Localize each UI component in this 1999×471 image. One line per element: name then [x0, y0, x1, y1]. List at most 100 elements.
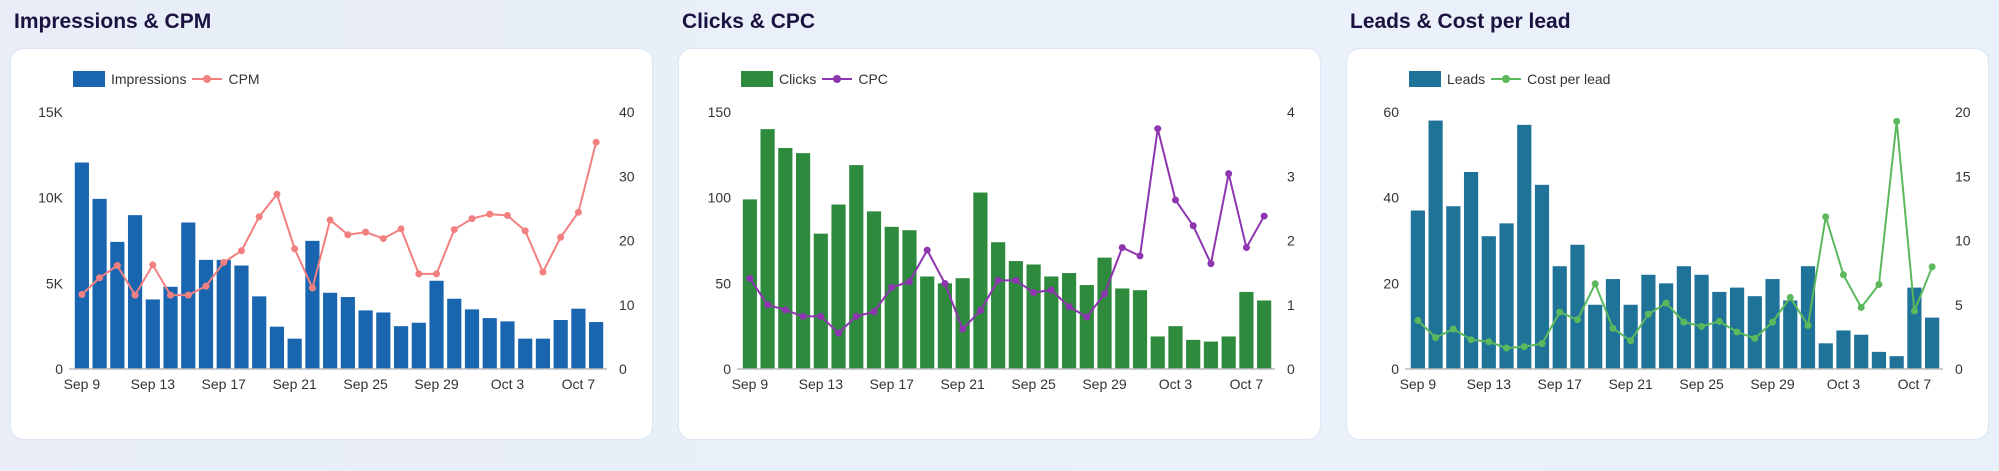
right-axis-tick-label: 4 [1287, 104, 1295, 120]
line-point [1432, 334, 1440, 342]
bar [110, 241, 125, 369]
right-axis-tick-label: 2 [1287, 233, 1295, 249]
right-axis-tick-label: 0 [1955, 361, 1963, 377]
x-axis-tick-label: Sep 29 [414, 376, 459, 392]
bar [1008, 261, 1023, 369]
bar [760, 129, 775, 369]
line-point [1171, 196, 1179, 204]
leads-cpl-panel: Leads & Cost per lead 0 20 40 60 0 5 10 15 20 Sep… [1346, 0, 1989, 471]
bar [1925, 317, 1940, 369]
bar [1659, 283, 1674, 369]
line-point [486, 210, 494, 218]
bar [849, 165, 864, 369]
line-point [131, 291, 139, 299]
bar [884, 226, 899, 369]
impressions-cpm-chart: 0 5K 10K 15K 0 10 20 30 40 Sep 9 Sep 13 Sep 17 Sep 2… [38, 104, 635, 392]
line-point [1467, 336, 1475, 344]
bar [234, 265, 249, 369]
line-point [1627, 337, 1635, 345]
x-axis-tick-label: Sep 29 [1750, 376, 1795, 392]
line-point [291, 245, 299, 253]
line-point [167, 291, 175, 299]
legend-label-clicks: Clicks [779, 71, 817, 87]
right-axis-tick-label: 1 [1287, 297, 1295, 313]
clicks-cpc-chart: 0 50 100 150 0 1 2 3 4 Sep 9 Sep 13 Sep 17 Sep 21 Sep… [708, 104, 1295, 392]
bar [92, 198, 107, 369]
left-axis-tick-label: 100 [708, 190, 732, 206]
line-point [362, 228, 370, 236]
line-point [379, 235, 387, 243]
line-legend-swatch [1491, 71, 1522, 87]
line-point [1012, 276, 1020, 284]
line-point [1715, 317, 1723, 325]
chart-card: 0 20 40 60 0 5 10 15 20 Sep 9 Sep 13 Sep 17 Sep 21 Se… [1346, 48, 1989, 440]
line-legend-swatch [192, 71, 223, 87]
line-point [835, 329, 843, 337]
bar [269, 326, 285, 369]
x-axis-tick-label: Oct 3 [1827, 376, 1861, 392]
bar [1203, 341, 1219, 369]
line-point [433, 270, 441, 278]
right-axis-tick-label: 10 [619, 297, 635, 313]
line-point [923, 246, 931, 254]
line-point [1520, 343, 1528, 351]
bar [1079, 285, 1094, 369]
bar [1588, 304, 1603, 369]
line-point [1556, 308, 1564, 316]
right-axis-tick-label: 10 [1955, 233, 1971, 249]
bar [571, 308, 586, 369]
bar [589, 322, 604, 369]
line-point [1839, 271, 1847, 279]
bar [1871, 351, 1887, 369]
right-axis-tick-label: 20 [619, 233, 635, 249]
left-axis-tick-label: 15K [38, 104, 64, 120]
x-axis-tick-label: Sep 29 [1082, 376, 1127, 392]
bar [464, 309, 480, 369]
line-point [941, 280, 949, 288]
bar [145, 299, 160, 369]
line-point [1083, 313, 1091, 321]
bar [393, 326, 409, 369]
line-point [852, 312, 860, 320]
right-axis-tick-label: 5 [1955, 297, 1963, 313]
bar [920, 276, 935, 369]
line-point [1875, 280, 1883, 288]
line-point [959, 325, 967, 333]
bar [1676, 266, 1691, 369]
line-point [1136, 252, 1144, 260]
line-series [81, 141, 598, 298]
x-axis-tick-label: Oct 3 [1159, 376, 1193, 392]
line-point [344, 231, 352, 239]
x-axis-tick-label: Sep 17 [870, 376, 915, 392]
bar [1257, 300, 1272, 369]
right-axis-tick-label: 15 [1955, 168, 1971, 184]
right-axis-tick-label: 30 [619, 168, 635, 184]
bar [74, 162, 89, 369]
line-point [1591, 280, 1599, 288]
bar [991, 242, 1006, 369]
line-point [994, 276, 1002, 284]
legend-label-cpc: CPC [858, 71, 888, 87]
line-point [1786, 293, 1794, 301]
line-point [1503, 344, 1511, 352]
bar [1115, 288, 1130, 369]
x-axis-tick-label: Oct 3 [491, 376, 525, 392]
line-point [1769, 318, 1777, 326]
bar [1150, 336, 1165, 369]
bar [340, 297, 355, 369]
line-point [1857, 303, 1865, 311]
legend-label-cpm: CPM [228, 71, 260, 87]
bar [518, 338, 533, 369]
line-point [1242, 244, 1250, 252]
line-point [1260, 212, 1268, 220]
line-point [220, 258, 228, 266]
line-point [113, 262, 121, 270]
left-axis-tick-label: 60 [1383, 104, 1399, 120]
bar [1410, 210, 1425, 369]
bar [1854, 334, 1869, 369]
line-point [202, 282, 210, 290]
line-point [1609, 324, 1617, 332]
line-point [1118, 244, 1126, 252]
line-point [1928, 263, 1936, 271]
line-point [1030, 289, 1038, 297]
